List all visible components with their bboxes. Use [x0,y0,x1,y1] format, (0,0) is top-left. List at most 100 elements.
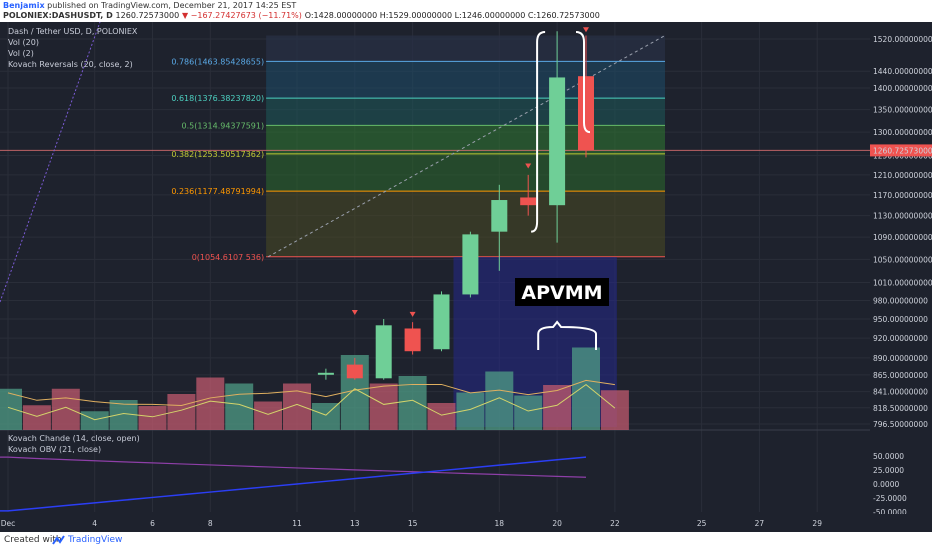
price-tick-label: 920.00000000 [873,334,928,343]
reversal-markers [351,27,589,317]
reversal-marker [583,27,589,33]
annotation-brackets [531,30,597,350]
ohlc-values: O:1428.00000000 H:1529.00000000 L:1246.0… [304,11,600,20]
fib-level-label: 0(1054.6107 536) [192,253,264,262]
volume-bars [0,347,629,430]
vol2-line [7,383,616,421]
candle-body [520,197,537,206]
price-tick-label: 1440.00000000 [873,67,932,76]
volume-bar [427,403,456,430]
volume-indicators [7,379,616,421]
candle-body [346,364,363,379]
time-tick-label: Dec [1,519,16,528]
time-tick-label: 25 [697,519,707,528]
candle-body [433,294,450,350]
publish-header: Benjamix published on TradingView.com, D… [0,0,932,22]
legend-reversals: Kovach Reversals (20, close, 2) [8,60,133,69]
obv-line [0,456,587,478]
price-tick-label: 865.00000000 [873,371,928,380]
chande-line [0,456,587,512]
price-axis[interactable]: 1520.00000000 1440.00000000 1400.00000000 1… [870,22,932,532]
reversal-marker [409,311,416,317]
price-change: ▼ −167.27427673 (−11.71%) [181,11,302,20]
price-tick-label: 818.50000000 [873,404,928,413]
price-tick-label: 1050.00000000 [873,255,932,264]
price-tick-label: 1520.00000000 [873,35,932,44]
volume-bar [0,388,22,430]
bracket-volume [537,320,597,350]
fib-level-label: 0.618(1376.38237820) [171,94,264,103]
volume-bar [311,403,340,430]
price-axis-background [870,22,932,532]
fib-retracement[interactable]: 0.786(1463.85428655) 0.618(1376.38237820)… [0,22,870,427]
time-tick-label: 8 [208,519,213,528]
candles[interactable] [317,31,594,380]
volume-bar [138,406,167,430]
price-tick-label: 1010.00000000 [873,279,932,288]
fib-level-label: 0.236(1177.48791994) [171,187,264,196]
osc-tick-label: 0.0000 [873,480,899,489]
volume-bar [22,405,51,430]
candle-body [462,234,479,295]
price-tick-label: 1090.00000000 [873,233,932,242]
price-tick-label: 1300.00000000 [873,128,932,137]
fib-level-label: 0.5(1314.94377591) [182,121,265,130]
price-chart[interactable]: 0.786(1463.85428655) 0.618(1376.38237820)… [0,22,932,532]
time-axis[interactable]: Dec 4 6 8 11 13 15 18 20 22 25 27 29 [0,514,932,532]
tradingview-logo-icon [52,535,65,545]
osc-tick-label: -50.0000 [873,508,907,517]
volume-bar [369,383,398,430]
price-tick-label: 1210.00000000 [873,171,932,180]
annotation-text: APVMM [521,282,602,304]
volume-bar [254,401,283,430]
fib-level-label: 0.382(1253.50517362) [171,150,264,159]
footer: Created with TradingView [0,532,932,550]
osc-tick-label: 50.0000 [873,452,904,461]
time-tick-label: 6 [150,519,155,528]
price-tick-label: 890.00000000 [873,354,928,363]
osc-tick-label: 25.0000 [873,466,904,475]
reversal-marker [351,310,358,316]
time-tick-label: 4 [92,519,97,528]
time-tick-label: 11 [292,519,302,528]
volume-bar [485,371,514,430]
bracket-right-price [575,30,591,134]
time-tick-label: 29 [812,519,822,528]
fib-band [266,98,665,126]
volume-bar [225,383,254,430]
fib-band [266,125,665,154]
fib-band [266,153,665,192]
published-text: published on TradingView.com, December 2… [44,1,297,10]
symbol-line: POLONIEX:DASHUSDT, D 1260.72573000 ▼ −16… [3,11,600,20]
time-tick-label: 13 [350,519,360,528]
candle-body [404,328,421,352]
price-tick-label: 1350.00000000 [873,106,932,115]
fib-level-label: 0.786(1463.85428655) [171,57,264,66]
candle-body [317,372,334,375]
legend-vol2: Vol (2) [8,49,34,58]
price-tick-label: 796.50000000 [873,420,928,429]
fib-band [266,61,665,99]
price-tick-label: 1400.00000000 [873,84,932,93]
time-tick-label: 20 [552,519,562,528]
legend-title: Dash / Tether USD, D, POLONIEX [8,27,138,36]
volume-bar [51,388,80,430]
osc-tick-label: -25.0000 [873,494,907,503]
candle-body [491,200,508,232]
candle-body [578,76,594,151]
legend-obv: Kovach OBV (21, close) [8,445,101,454]
last-price: 1260.72573000 [115,11,180,20]
price-tick-label: 950.00000000 [873,315,928,324]
current-price-label: 1260.72573000 [873,146,932,155]
annotation-box [515,278,609,306]
time-axis-background [0,514,932,532]
candle-body [549,77,566,206]
tradingview-link[interactable]: TradingView [68,535,123,545]
time-tick-label: 22 [610,519,620,528]
author-link[interactable]: Benjamix [3,1,45,10]
legend-vol20: Vol (20) [8,38,39,47]
fib-trend-line [267,35,666,258]
price-tick-label: 1170.00000000 [873,191,932,200]
trend-line-left [0,22,101,303]
created-with: Created with [4,535,62,545]
